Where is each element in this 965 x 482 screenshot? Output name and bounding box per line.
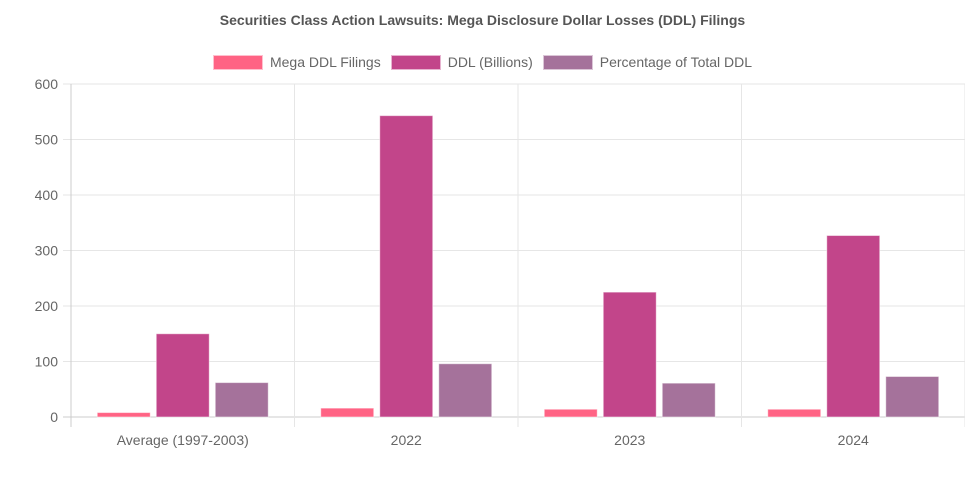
x-tick-label: Average (1997-2003) bbox=[117, 432, 249, 448]
bar-percentage-of-total-ddl[interactable] bbox=[438, 363, 493, 418]
x-tick-label: 2024 bbox=[838, 432, 869, 448]
y-tick-label: 600 bbox=[35, 76, 59, 92]
bar-percentage-of-total-ddl[interactable] bbox=[885, 375, 940, 418]
legend-swatch-mega-ddl-filings bbox=[212, 54, 263, 70]
bar-ddl-billions[interactable] bbox=[826, 235, 881, 418]
y-tick-label: 0 bbox=[50, 409, 58, 425]
legend: Mega DDL Filings DDL (Billions) Percenta… bbox=[0, 54, 965, 70]
bar-mega-ddl-filings[interactable] bbox=[543, 408, 598, 418]
legend-item-percentage-total-ddl[interactable]: Percentage of Total DDL bbox=[542, 54, 753, 70]
y-tick-label: 200 bbox=[35, 298, 59, 314]
y-tick-label: 400 bbox=[35, 187, 59, 203]
chart-title: Securities Class Action Lawsuits: Mega D… bbox=[219, 12, 746, 28]
bar-mega-ddl-filings[interactable] bbox=[320, 407, 375, 418]
bar-percentage-of-total-ddl[interactable] bbox=[214, 382, 269, 418]
legend-item-ddl-billions[interactable]: DDL (Billions) bbox=[390, 54, 533, 70]
bar-ddl-billions[interactable] bbox=[602, 291, 657, 418]
bar-mega-ddl-filings[interactable] bbox=[96, 412, 151, 418]
legend-label-percentage-total-ddl: Percentage of Total DDL bbox=[599, 54, 753, 70]
legend-swatch-ddl-billions bbox=[390, 54, 441, 70]
legend-swatch-percentage-total-ddl bbox=[542, 54, 593, 70]
bar-ddl-billions[interactable] bbox=[379, 115, 434, 418]
bar-mega-ddl-filings[interactable] bbox=[767, 408, 822, 418]
y-tick-label: 500 bbox=[35, 132, 59, 148]
bar-percentage-of-total-ddl[interactable] bbox=[661, 382, 716, 418]
legend-label-mega-ddl-filings: Mega DDL Filings bbox=[269, 54, 381, 70]
y-tick-label: 100 bbox=[35, 354, 59, 370]
x-tick-label: 2022 bbox=[391, 432, 422, 448]
legend-label-ddl-billions: DDL (Billions) bbox=[447, 54, 533, 70]
y-tick-label: 300 bbox=[35, 243, 59, 259]
bar-ddl-billions[interactable] bbox=[155, 333, 210, 418]
legend-item-mega-ddl-filings[interactable]: Mega DDL Filings bbox=[212, 54, 381, 70]
x-tick-label: 2023 bbox=[614, 432, 645, 448]
